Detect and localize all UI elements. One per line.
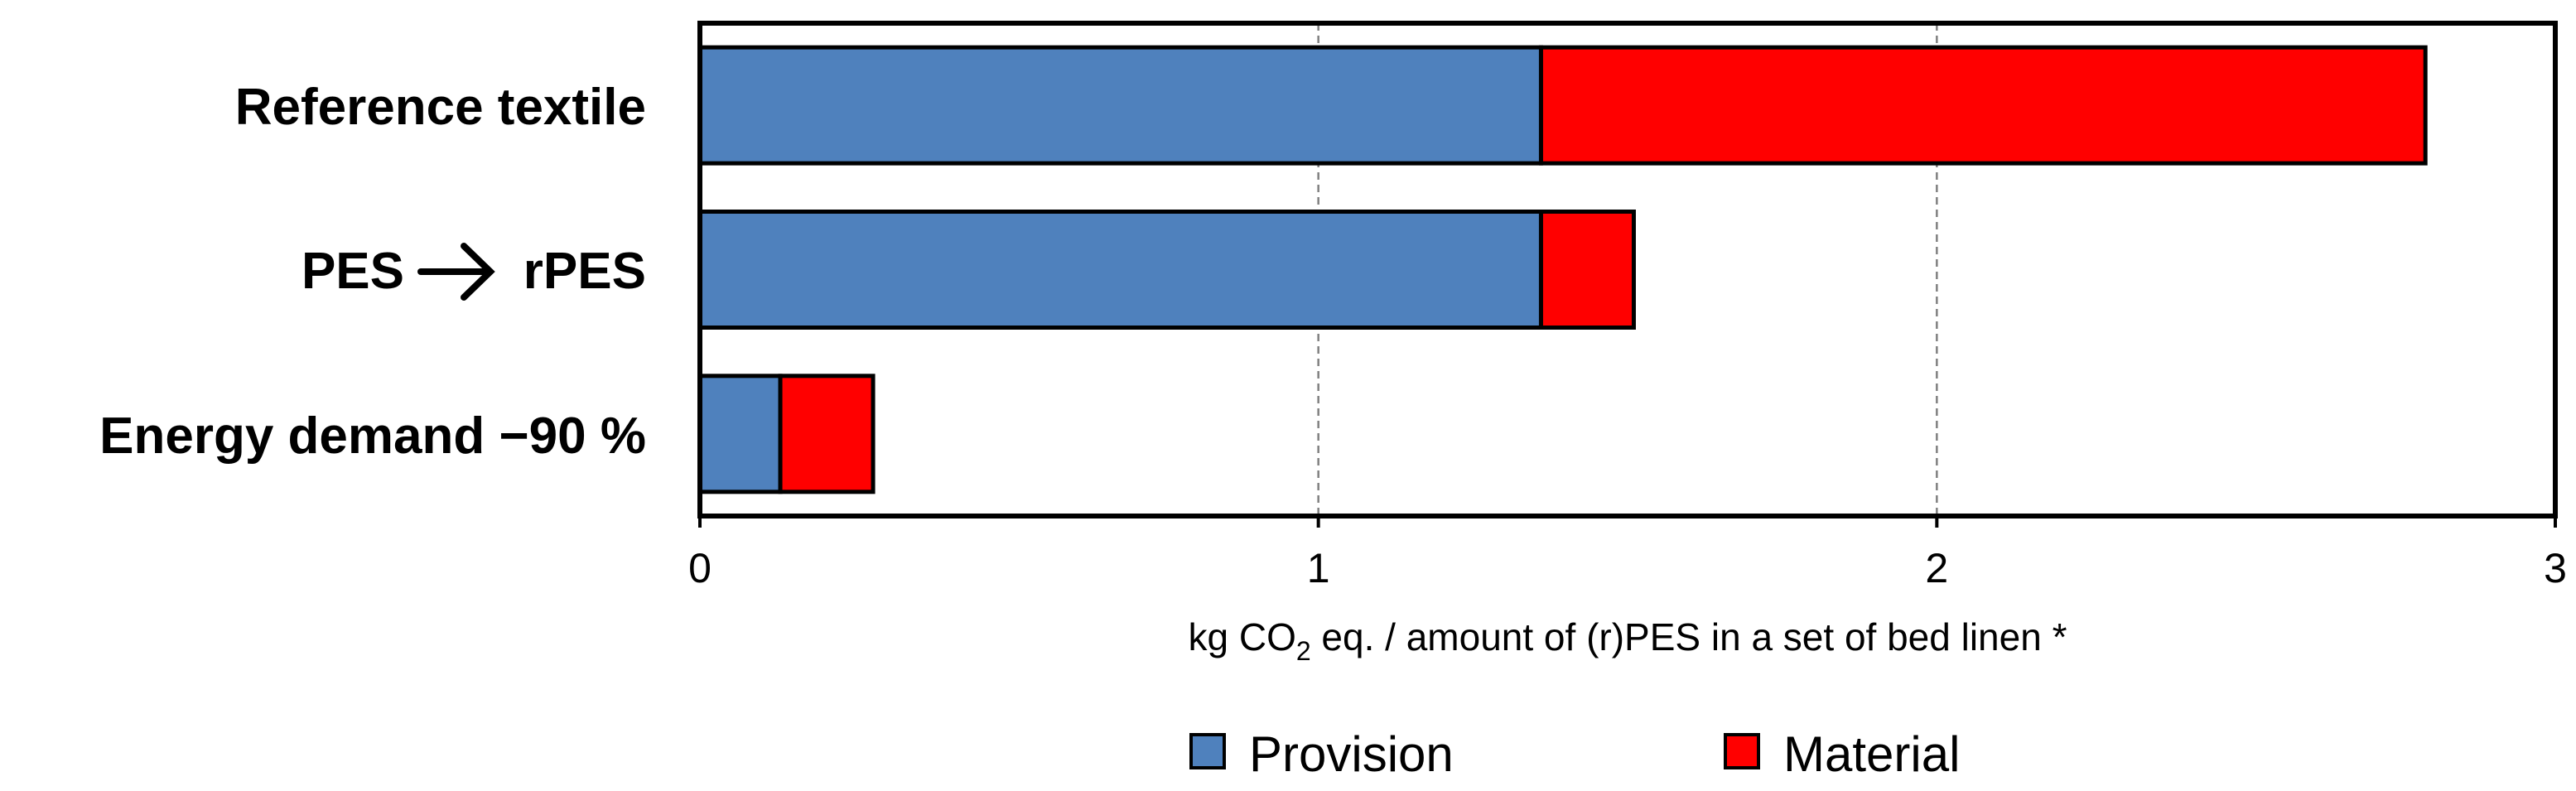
legend-label-material: Material bbox=[1783, 726, 1960, 782]
bar-provision-1 bbox=[697, 210, 1543, 330]
category-label-pes: PES rPES bbox=[301, 243, 646, 301]
bar-provision-0 bbox=[697, 45, 1543, 166]
category-label-pes-left: PES bbox=[301, 243, 404, 300]
x-tick-label: 0 bbox=[688, 545, 712, 591]
x-tick-label: 1 bbox=[1307, 545, 1330, 591]
bar-material-0 bbox=[1538, 45, 2428, 166]
x-axis-title-post: eq. / amount of (r)PES in a set of bed l… bbox=[1311, 615, 2067, 658]
bar-material-1 bbox=[1538, 210, 1636, 330]
category-label-energy: Energy demand −90 % bbox=[99, 408, 646, 465]
legend-swatch-provision bbox=[1189, 733, 1226, 769]
right-arrow-icon bbox=[417, 243, 495, 301]
x-axis-title-sub: 2 bbox=[1296, 636, 1311, 666]
bars bbox=[697, 45, 2428, 494]
category-label-pes-right: rPES bbox=[523, 243, 646, 300]
x-tick-label: 2 bbox=[1925, 545, 1948, 591]
x-axis-title-pre: kg CO bbox=[1188, 615, 1295, 658]
bar-provision-2 bbox=[697, 374, 783, 494]
gridlines bbox=[1317, 23, 1938, 516]
bar-material-2 bbox=[778, 374, 876, 494]
category-label-reference: Reference textile bbox=[235, 79, 646, 136]
legend-label-provision: Provision bbox=[1249, 726, 1454, 782]
x-tick-label: 3 bbox=[2544, 545, 2567, 591]
x-axis: 0 1 2 3 bbox=[688, 516, 2567, 591]
legend-swatch-material bbox=[1724, 733, 1760, 769]
plot-border bbox=[697, 21, 2558, 518]
x-axis-title: kg CO2 eq. / amount of (r)PES in a set o… bbox=[1188, 615, 2067, 666]
legend: Provision Material bbox=[1189, 726, 1960, 782]
